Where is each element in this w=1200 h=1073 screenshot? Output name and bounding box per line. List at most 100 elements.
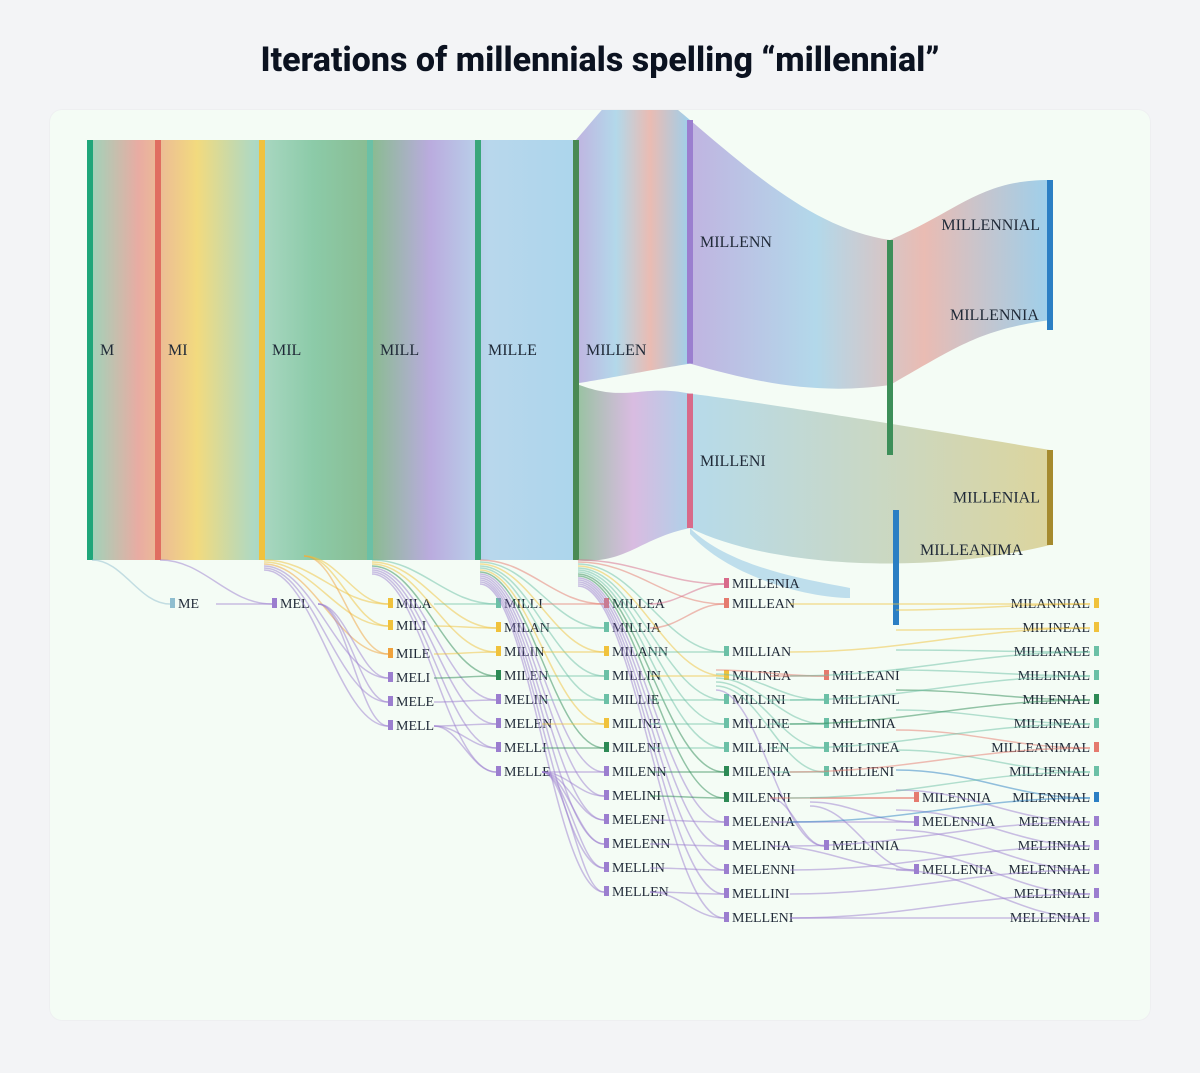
minor-node-bar <box>1094 792 1099 802</box>
minor-label: MELI <box>396 671 431 686</box>
minor-node-bar <box>272 598 277 608</box>
thin-flow <box>434 700 496 702</box>
minor-label: MILLEANI <box>832 669 900 684</box>
thin-flow <box>542 772 604 820</box>
minor-label: MELLENI <box>732 911 794 926</box>
flow-millennial <box>690 120 1050 389</box>
minor-node-bar <box>604 694 609 704</box>
label-mill: MILL <box>380 342 419 359</box>
minor-node-bar <box>1094 864 1099 874</box>
thin-flow <box>372 560 496 604</box>
minor-node-bar <box>604 622 609 632</box>
minor-node-bar <box>1094 694 1099 704</box>
thin-flow <box>542 772 604 892</box>
thin-flow <box>434 726 496 772</box>
node-milleanima-bar <box>893 510 899 625</box>
minor-node-bar <box>604 814 609 824</box>
minor-node-bar <box>724 742 729 752</box>
thin-flow <box>480 580 604 844</box>
minor-node-bar <box>496 694 501 704</box>
minor-node-bar <box>724 578 729 588</box>
minor-node-bar <box>1094 598 1099 608</box>
thin-flow <box>650 796 724 798</box>
minor-node-bar <box>604 742 609 752</box>
minor-label: MELLINIA <box>832 839 901 854</box>
minor-node-bar <box>496 622 501 632</box>
minor-node-bar <box>388 720 393 730</box>
minor-node-bar <box>724 646 729 656</box>
minor-node-bar <box>724 840 729 850</box>
minor-label: MILENNIA <box>922 791 992 806</box>
label-m: M <box>100 342 114 359</box>
minor-node-bar <box>496 766 501 776</box>
minor-node-bar <box>388 672 393 682</box>
minor-node-bar <box>604 670 609 680</box>
minor-label: MELLI <box>504 741 547 756</box>
minor-node-bar <box>1094 622 1099 632</box>
flow-milleni <box>576 384 690 561</box>
label-mille: MILLE <box>488 342 537 359</box>
flow-millenial <box>690 394 1050 564</box>
node-milleni <box>687 394 693 528</box>
minor-node-bar <box>388 696 393 706</box>
minor-node-bar <box>604 790 609 800</box>
minor-node-bar <box>724 766 729 776</box>
thin-flow <box>264 568 388 702</box>
minor-node-bar <box>1094 670 1099 680</box>
node-m <box>87 140 93 560</box>
node-millenn <box>687 120 693 364</box>
minor-node-bar <box>604 646 609 656</box>
minor-node-bar <box>1094 646 1099 656</box>
minor-node-bar <box>496 670 501 680</box>
node-mil <box>259 140 265 560</box>
thin-flow <box>92 560 170 604</box>
sankey-svg: MMIMILMILLMILLEMILLENMILLENNMILLENIMILLE… <box>50 110 1150 1020</box>
label-mil: MIL <box>272 342 301 359</box>
thin-flow <box>434 676 496 678</box>
minor-node-bar <box>496 646 501 656</box>
node-millennial <box>1047 180 1053 330</box>
minor-node-bar <box>724 864 729 874</box>
minor-node-bar <box>914 864 919 874</box>
node-mill <box>367 140 373 560</box>
minor-label: MELENNI <box>732 863 795 878</box>
minor-node-bar <box>496 742 501 752</box>
minor-node-bar <box>604 886 609 896</box>
minor-label: MILLINEA <box>832 741 901 756</box>
minor-node-bar <box>496 718 501 728</box>
sankey-chart: MMIMILMILLMILLEMILLENMILLENNMILLENIMILLE… <box>50 110 1150 1020</box>
minor-label: MILLEAN <box>732 597 795 612</box>
minor-label: MILLENIA <box>732 577 801 592</box>
thin-flow <box>160 560 272 604</box>
node-millenial-bar <box>1047 450 1053 545</box>
thin-flow <box>434 652 496 654</box>
label-millenial: MILLENIAL <box>953 490 1040 507</box>
page: Iterations of millennials spelling “mill… <box>0 0 1200 1073</box>
label-milleanima: MILLEANIMA <box>920 542 1024 559</box>
minor-node-bar <box>1094 766 1099 776</box>
minor-node-bar <box>724 912 729 922</box>
node-millen <box>573 140 579 560</box>
minor-node-bar <box>604 766 609 776</box>
thin-flow <box>434 724 496 726</box>
minor-node-bar <box>604 862 609 872</box>
minor-node-bar <box>388 648 393 658</box>
minor-node-bar <box>724 888 729 898</box>
minor-node-bar <box>724 718 729 728</box>
thin-flow <box>716 682 824 748</box>
minor-node-bar <box>1094 840 1099 850</box>
minor-node-bar <box>1094 912 1099 922</box>
label-mi: MI <box>168 342 188 359</box>
minor-node-bar <box>170 598 175 608</box>
minor-label: MELL <box>396 719 434 734</box>
minor-node-bar <box>604 838 609 848</box>
label-milleni: MILLENI <box>700 453 766 470</box>
minor-node-bar <box>914 816 919 826</box>
minor-node-bar <box>1094 718 1099 728</box>
minor-label: MELLINI <box>732 887 790 902</box>
minor-node-bar <box>914 792 919 802</box>
thin-flow <box>318 604 388 726</box>
page-title: Iterations of millennials spelling “mill… <box>0 40 1200 80</box>
minor-node-bar <box>724 792 729 802</box>
minor-node-bar <box>1094 816 1099 826</box>
